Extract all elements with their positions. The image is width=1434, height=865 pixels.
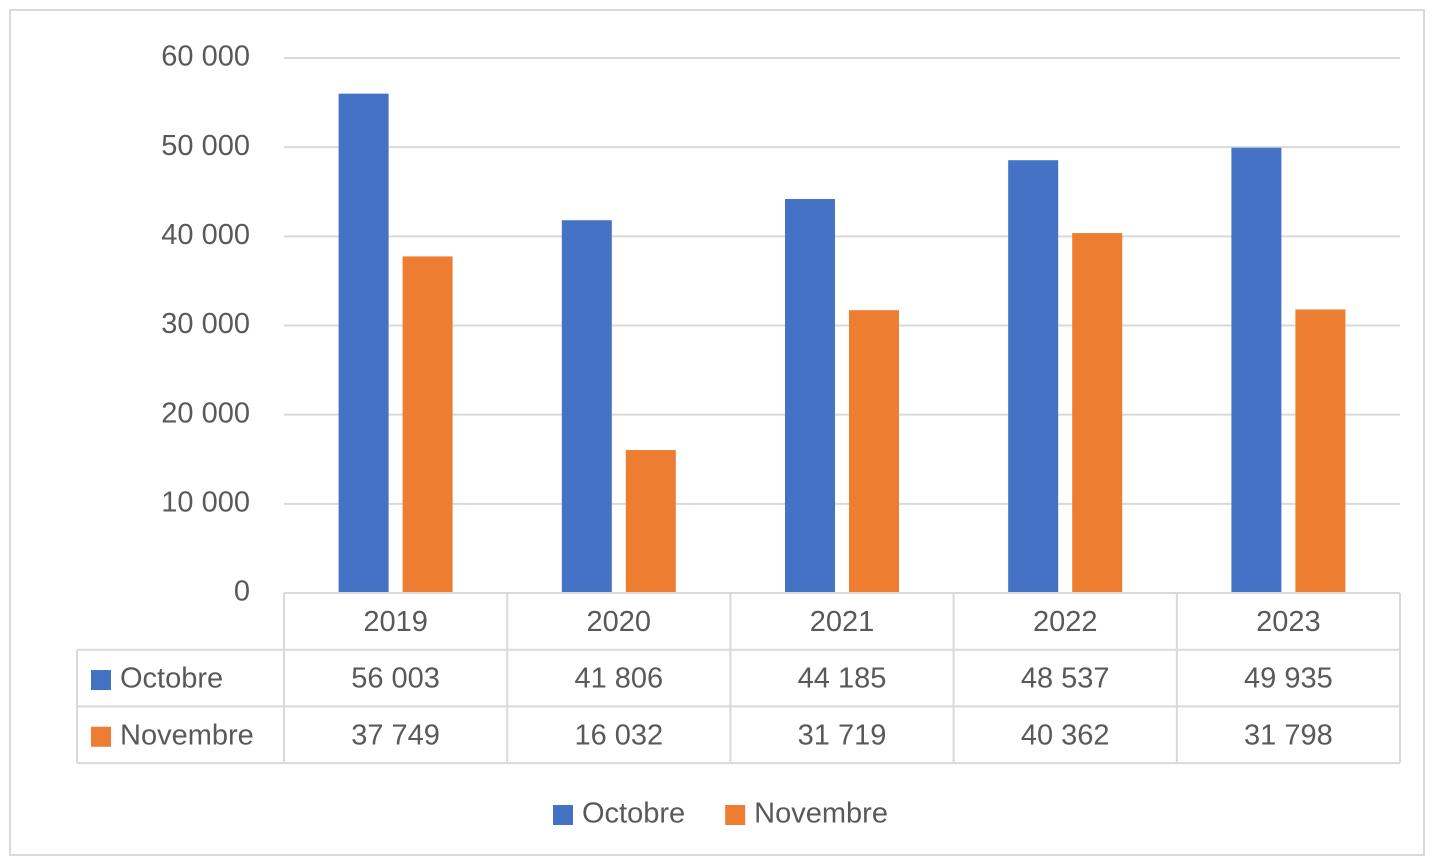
legend-key xyxy=(91,726,111,747)
bar xyxy=(402,256,453,593)
table-cell: 40 362 xyxy=(1021,719,1110,751)
bar xyxy=(1008,160,1059,594)
table-cell: 44 185 xyxy=(798,663,887,695)
bar xyxy=(625,450,676,593)
bar xyxy=(1295,309,1346,593)
table-cell: 37 749 xyxy=(351,719,440,751)
legend-swatch xyxy=(725,805,746,825)
y-tick-label: 0 xyxy=(234,576,250,608)
bar xyxy=(785,199,835,593)
x-tick-label: 2022 xyxy=(1033,606,1098,638)
table-cell: 48 537 xyxy=(1021,663,1110,695)
bar xyxy=(338,93,389,593)
y-tick-label: 40 000 xyxy=(161,219,250,251)
y-tick-label: 50 000 xyxy=(161,130,250,162)
table-cell: 41 806 xyxy=(574,663,663,695)
y-tick-label: 60 000 xyxy=(161,41,250,73)
table-cell: 31 798 xyxy=(1244,719,1333,751)
x-tick-label: 2019 xyxy=(363,606,428,638)
bar xyxy=(1231,147,1282,593)
table-cell: 31 719 xyxy=(798,719,887,751)
legend-swatch xyxy=(553,805,573,825)
table-row-label: Novembre xyxy=(120,719,254,751)
chart-border xyxy=(9,9,1425,856)
table-row-label: Octobre xyxy=(120,663,223,695)
legend-label: Octobre xyxy=(582,798,685,830)
x-tick-label: 2020 xyxy=(587,606,652,638)
bar xyxy=(561,220,612,593)
bar xyxy=(849,310,899,593)
bar xyxy=(1072,233,1123,593)
legend-label: Novembre xyxy=(754,798,888,830)
table-cell: 49 935 xyxy=(1244,663,1333,695)
y-tick-label: 30 000 xyxy=(161,308,250,340)
table-cell: 16 032 xyxy=(574,719,663,751)
x-tick-label: 2021 xyxy=(810,606,875,638)
legend-key xyxy=(91,670,111,691)
y-tick-label: 20 000 xyxy=(161,397,250,429)
y-tick-label: 10 000 xyxy=(161,486,250,518)
table-cell: 56 003 xyxy=(351,663,440,695)
x-tick-label: 2023 xyxy=(1256,606,1321,638)
